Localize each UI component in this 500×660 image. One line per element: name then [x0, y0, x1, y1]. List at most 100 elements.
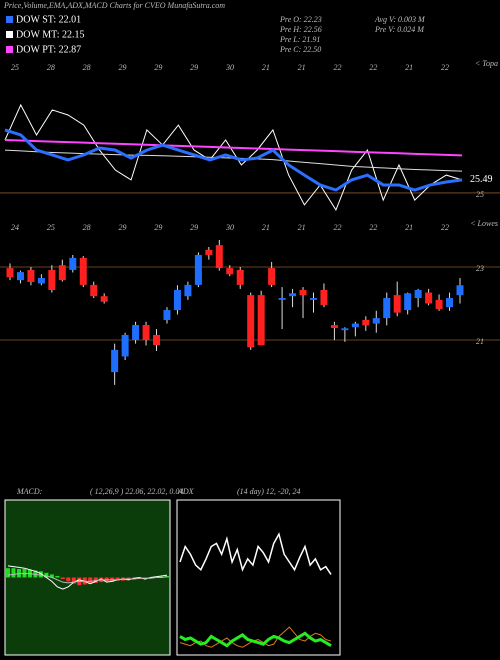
panel-title: MACD: — [16, 487, 43, 496]
info: Pre L: 21.91 — [279, 35, 320, 44]
x-tick-label: 25 — [11, 63, 19, 72]
candle-body — [69, 257, 77, 270]
info: Pre V: 0.024 M — [374, 25, 425, 34]
x-tick-label: 25 — [47, 223, 55, 232]
x-tick-label: 21 — [262, 223, 270, 232]
candle-body — [309, 298, 317, 300]
x-tick-label: 29 — [190, 223, 198, 232]
candle-body — [362, 319, 370, 326]
panel — [4, 499, 171, 656]
candle-body — [330, 325, 338, 328]
legend-label: DOW PT: 22.87 — [16, 44, 81, 55]
candle-body — [425, 292, 433, 304]
x-tick-label: 29 — [154, 223, 162, 232]
candle-body — [100, 296, 108, 302]
legend-swatch — [6, 16, 13, 23]
x-tick-label: 28 — [47, 63, 55, 72]
candle-body — [48, 269, 56, 291]
series-line — [4, 128, 463, 192]
info: Pre C: 22.50 — [279, 45, 321, 54]
candle-body — [289, 293, 297, 297]
series-line — [179, 532, 332, 575]
x-tick-label: 21 — [405, 63, 413, 72]
x-tick-label: 22 — [334, 63, 342, 72]
x-tick-label: 24 — [11, 223, 19, 232]
candle-body — [111, 349, 119, 373]
panel-subtitle: ( 12,26,9 ) 22.06, 22.02, 0.04 — [90, 487, 183, 496]
series-line — [7, 573, 168, 584]
x-tick-label: 29 — [119, 63, 127, 72]
candle-body — [184, 284, 192, 297]
candle-body — [205, 249, 213, 255]
candle-body — [79, 257, 87, 285]
x-tick-label: 22 — [369, 63, 377, 72]
candle-body — [226, 268, 234, 275]
candle-body — [404, 293, 412, 311]
candle-body — [173, 290, 181, 311]
candle-body — [351, 323, 359, 328]
candle-body — [268, 268, 276, 285]
histogram-bar — [44, 572, 49, 578]
histogram-bar — [71, 577, 76, 584]
y-tick-label: 21 — [476, 337, 484, 346]
legend-swatch — [6, 46, 13, 53]
info: Avg V: 0.003 M — [374, 15, 426, 24]
histogram-bar — [38, 571, 43, 578]
x-tick-label: 21 — [262, 63, 270, 72]
candle-body — [153, 334, 161, 346]
candle-body — [247, 295, 255, 348]
info: Pre O: 22.23 — [279, 15, 322, 24]
x-tick-label: 28 — [83, 223, 91, 232]
x-tick-label: 29 — [154, 63, 162, 72]
candle-body — [90, 284, 98, 297]
candle-body — [215, 245, 223, 269]
candle-body — [393, 295, 401, 313]
y-tick-label: 25 — [476, 190, 484, 199]
y-tick-label: 23 — [476, 264, 484, 273]
candle-body — [236, 269, 244, 285]
panel-title: ADX — [177, 487, 195, 496]
x-tick-label: 28 — [83, 63, 91, 72]
candle-body — [6, 268, 14, 278]
histogram-bar — [55, 575, 60, 578]
candle-body — [278, 298, 286, 300]
x-tick-label: 22 — [441, 63, 449, 72]
x-tick-label: 30 — [225, 63, 234, 72]
candle-body — [27, 269, 35, 282]
histogram-bar — [6, 568, 10, 578]
candle-body — [132, 325, 140, 341]
histogram-bar — [88, 577, 93, 584]
x-tick-label: 29 — [190, 63, 198, 72]
legend-label: DOW ST: 22.01 — [16, 14, 81, 25]
candle-body — [414, 290, 422, 299]
histogram-bar — [66, 577, 71, 582]
series-line — [4, 139, 463, 157]
candle-body — [58, 265, 66, 281]
series-line — [4, 103, 463, 212]
histogram-bar — [115, 577, 120, 581]
x-tick-label: 21 — [405, 223, 413, 232]
candle-body — [320, 290, 328, 305]
histogram-bar — [49, 574, 54, 578]
x-tick-label: 22 — [369, 223, 377, 232]
candle-body — [299, 290, 307, 296]
candle-body — [383, 298, 391, 319]
legend-label: DOW MT: 22.15 — [16, 29, 84, 40]
histogram-bar — [11, 568, 16, 578]
x-tick-label: 22 — [334, 223, 342, 232]
x-tick-label: 22 — [441, 223, 449, 232]
x-tick-label: 30 — [225, 223, 234, 232]
candle-body — [194, 254, 202, 285]
candle-body — [142, 325, 150, 341]
histogram-bar — [60, 577, 65, 580]
x-tick-label: 21 — [298, 223, 306, 232]
page-title: Price,Volume,EMA,ADX,MACD Charts for CVE… — [3, 1, 225, 10]
legend-swatch — [6, 31, 13, 38]
candle-body — [446, 298, 454, 308]
corner-label: < Lowes — [470, 219, 498, 228]
panel — [176, 499, 341, 656]
candle-body — [37, 277, 45, 284]
candle-body — [16, 272, 24, 281]
x-tick-label: 29 — [119, 223, 127, 232]
